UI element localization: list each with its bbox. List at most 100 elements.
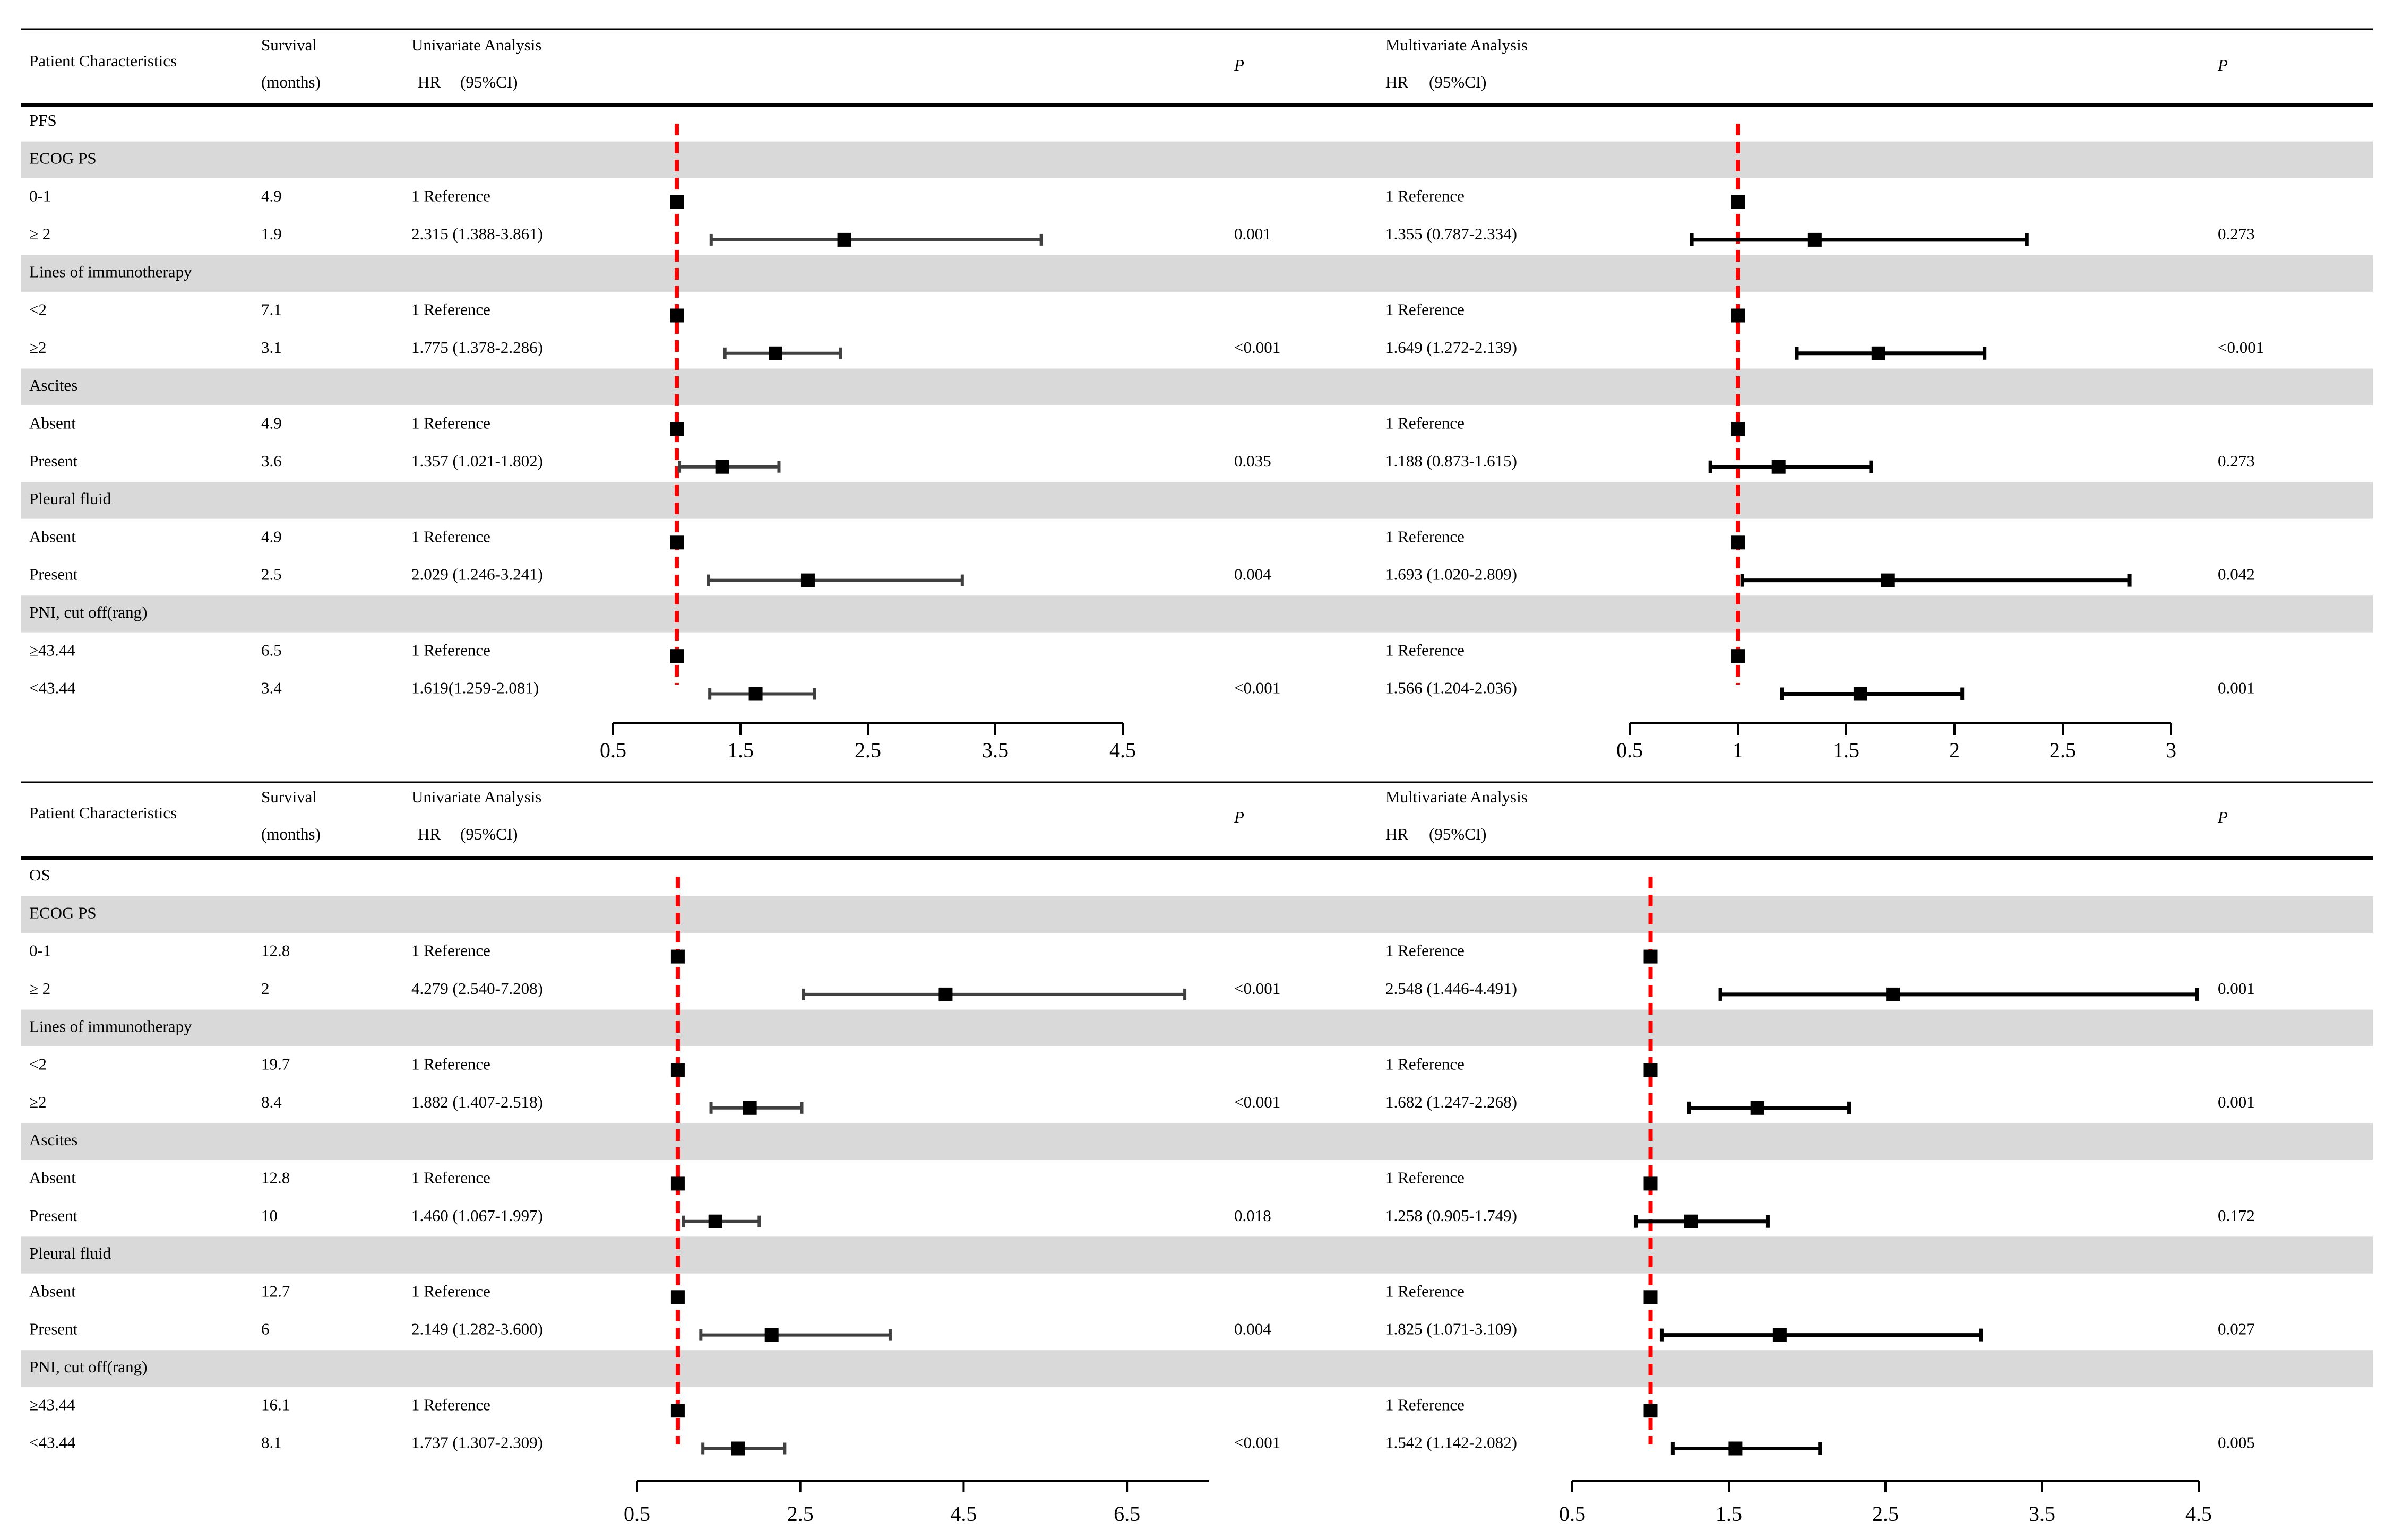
univariate-hr-point (708, 1214, 722, 1228)
univariate-axis-tick-label: 6.5 (1114, 1502, 1140, 1526)
endpoint-title: OS (29, 866, 50, 884)
header-multivariate-ci: (95%CI) (1429, 73, 1486, 91)
univariate-axis-tick-label: 4.5 (1109, 738, 1136, 762)
multivariate-hr-point (1807, 232, 1822, 247)
multivariate-axis-tick-label: 1 (1733, 738, 1743, 762)
multivariate-axis-tick-label: 1.5 (1833, 738, 1859, 762)
survival-value: 4.9 (261, 527, 282, 546)
group-label: Pleural fluid (29, 1244, 111, 1262)
group-label: PNI, cut off(rang) (29, 1357, 147, 1376)
row-label: 0-1 (29, 187, 51, 205)
survival-value: 6 (261, 1320, 270, 1338)
header-patient-characteristics: Patient Characteristics (29, 51, 177, 70)
univariate-hr-point (670, 308, 684, 323)
univariate-axis-tick-label: 1.5 (727, 738, 754, 762)
row-label: <43.44 (29, 679, 76, 697)
univariate-p-value: <0.001 (1234, 338, 1280, 357)
row-label: <43.44 (29, 1433, 76, 1452)
row-label: Absent (29, 1169, 76, 1187)
row-label: Absent (29, 1282, 76, 1300)
univariate-hr-point (837, 232, 851, 247)
multivariate-hr-text: 1.682 (1.247-2.268) (1385, 1093, 1517, 1111)
header-survival-unit: (months) (261, 73, 321, 91)
header-univariate-analysis: Univariate Analysis (411, 788, 541, 806)
survival-value: 2 (261, 979, 270, 998)
survival-value: 19.7 (261, 1055, 290, 1074)
header-univariate-ci: (95%CI) (460, 825, 518, 843)
multivariate-hr-text: 1.649 (1.272-2.139) (1385, 338, 1517, 357)
multivariate-hr-text: 1 Reference (1385, 1282, 1465, 1300)
univariate-hr-text: 1 Reference (411, 527, 490, 546)
univariate-axis-tick-label: 2.5 (855, 738, 881, 762)
multivariate-hr-text: 1.258 (0.905-1.749) (1385, 1206, 1517, 1225)
multivariate-p-value: 0.273 (2218, 224, 2255, 243)
header-multivariate-hr: HR (1385, 73, 1408, 91)
univariate-p-value: 0.001 (1234, 224, 1271, 243)
multivariate-hr-point (1853, 687, 1867, 701)
multivariate-axis-tick-label: 1.5 (1716, 1502, 1742, 1526)
univariate-axis-tick-label: 0.5 (600, 738, 626, 762)
header-multivariate-analysis: Multivariate Analysis (1385, 788, 1528, 806)
survival-value: 12.7 (261, 1282, 290, 1300)
group-label: Ascites (29, 376, 77, 394)
univariate-hr-point (769, 346, 782, 360)
multivariate-p-value: 0.042 (2218, 565, 2255, 584)
univariate-p-value: 0.004 (1234, 1320, 1271, 1338)
multivariate-hr-point (1886, 987, 1900, 1001)
row-label: Absent (29, 414, 76, 432)
multivariate-hr-point (1728, 1441, 1743, 1456)
row-label: <2 (29, 300, 47, 319)
univariate-hr-point (731, 1441, 745, 1456)
univariate-hr-text: 1.460 (1.067-1.997) (411, 1206, 543, 1225)
header-survival: Survival (261, 788, 317, 806)
multivariate-p-value: 0.001 (2218, 679, 2255, 697)
survival-value: 6.5 (261, 641, 282, 659)
survival-value: 4.9 (261, 187, 282, 205)
row-label: ≥43.44 (29, 641, 75, 659)
univariate-hr-point (670, 1404, 685, 1418)
multivariate-hr-point (1750, 1101, 1764, 1115)
multivariate-hr-text: 1 Reference (1385, 1169, 1465, 1187)
univariate-axis-tick-label: 3.5 (982, 738, 1009, 762)
survival-value: 3.6 (261, 452, 282, 470)
multivariate-p-value: 0.172 (2218, 1206, 2255, 1225)
multivariate-hr-point (1731, 535, 1745, 550)
multivariate-hr-text: 1 Reference (1385, 641, 1465, 659)
multivariate-hr-point (1643, 1176, 1658, 1191)
multivariate-hr-point (1731, 422, 1745, 436)
multivariate-p-value: 0.005 (2218, 1433, 2255, 1452)
univariate-hr-point (748, 687, 763, 701)
row-label: Present (29, 1320, 78, 1338)
univariate-hr-text: 1.619(1.259-2.081) (411, 679, 539, 697)
multivariate-hr-point (1643, 1404, 1658, 1418)
row-label: Present (29, 452, 78, 470)
group-band (21, 1123, 2373, 1160)
multivariate-hr-text: 1.188 (0.873-1.615) (1385, 452, 1517, 470)
header-multivariate-hr: HR (1385, 825, 1408, 843)
univariate-hr-point (670, 1176, 685, 1191)
multivariate-p-value: 0.273 (2218, 452, 2255, 470)
univariate-p-value: <0.001 (1234, 1093, 1280, 1111)
multivariate-hr-text: 1 Reference (1385, 414, 1465, 432)
univariate-hr-point (670, 1290, 685, 1304)
univariate-p-value: <0.001 (1234, 979, 1280, 998)
survival-value: 3.4 (261, 679, 282, 697)
group-label: Ascites (29, 1130, 77, 1149)
univariate-hr-point (670, 422, 684, 436)
group-band (21, 595, 2373, 633)
group-band (21, 896, 2373, 933)
row-label: ≥2 (29, 1093, 47, 1111)
multivariate-hr-text: 1 Reference (1385, 527, 1465, 546)
multivariate-axis-tick-label: 4.5 (2185, 1502, 2212, 1526)
univariate-p-value: <0.001 (1234, 679, 1280, 697)
multivariate-axis-tick-label: 2.5 (2049, 738, 2076, 762)
multivariate-hr-point (1771, 460, 1786, 474)
multivariate-hr-point (1772, 1328, 1787, 1342)
univariate-hr-text: 1 Reference (411, 1395, 490, 1414)
multivariate-hr-point (1643, 1063, 1658, 1077)
univariate-axis-tick-label: 2.5 (787, 1502, 814, 1526)
survival-value: 1.9 (261, 224, 282, 243)
group-label: Lines of immunotherapy (29, 262, 192, 281)
header-patient-characteristics: Patient Characteristics (29, 803, 177, 822)
